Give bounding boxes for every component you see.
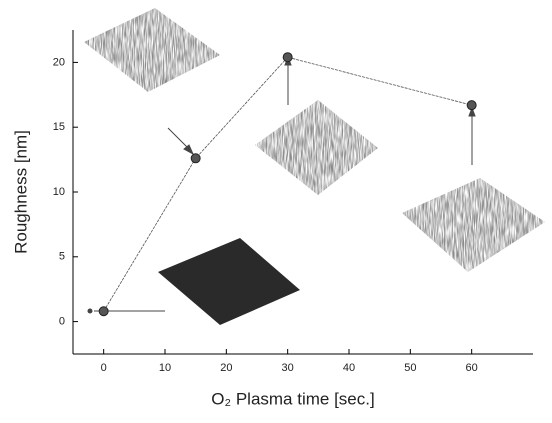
y-axis-title: Roughness [nm] bbox=[11, 130, 30, 254]
inset-surface bbox=[158, 238, 300, 325]
y-tick-label: 0 bbox=[59, 316, 65, 328]
y-tick-label: 5 bbox=[59, 251, 65, 263]
x-tick-label: 30 bbox=[282, 362, 294, 374]
data-point bbox=[190, 153, 201, 164]
x-tick-label: 20 bbox=[220, 362, 232, 374]
x-axis-title: O₂ Plasma time [sec.] bbox=[211, 389, 374, 408]
inset-surface bbox=[402, 178, 545, 272]
data-point bbox=[466, 100, 477, 111]
y-tick-label: 15 bbox=[53, 121, 65, 133]
x-tick-label: 0 bbox=[101, 362, 107, 374]
x-tick-label: 50 bbox=[404, 362, 416, 374]
inset-surface bbox=[255, 100, 378, 195]
series-line bbox=[103, 56, 472, 312]
x-tick-label: 60 bbox=[466, 362, 478, 374]
x-tick-label: 40 bbox=[343, 362, 355, 374]
inset-surface bbox=[84, 8, 220, 92]
afm-insets bbox=[84, 8, 545, 325]
y-tick-label: 20 bbox=[53, 56, 65, 68]
y-tick-label: 10 bbox=[53, 186, 65, 198]
data-point bbox=[282, 52, 293, 63]
x-tick-label: 10 bbox=[159, 362, 171, 374]
data-point bbox=[98, 306, 109, 317]
